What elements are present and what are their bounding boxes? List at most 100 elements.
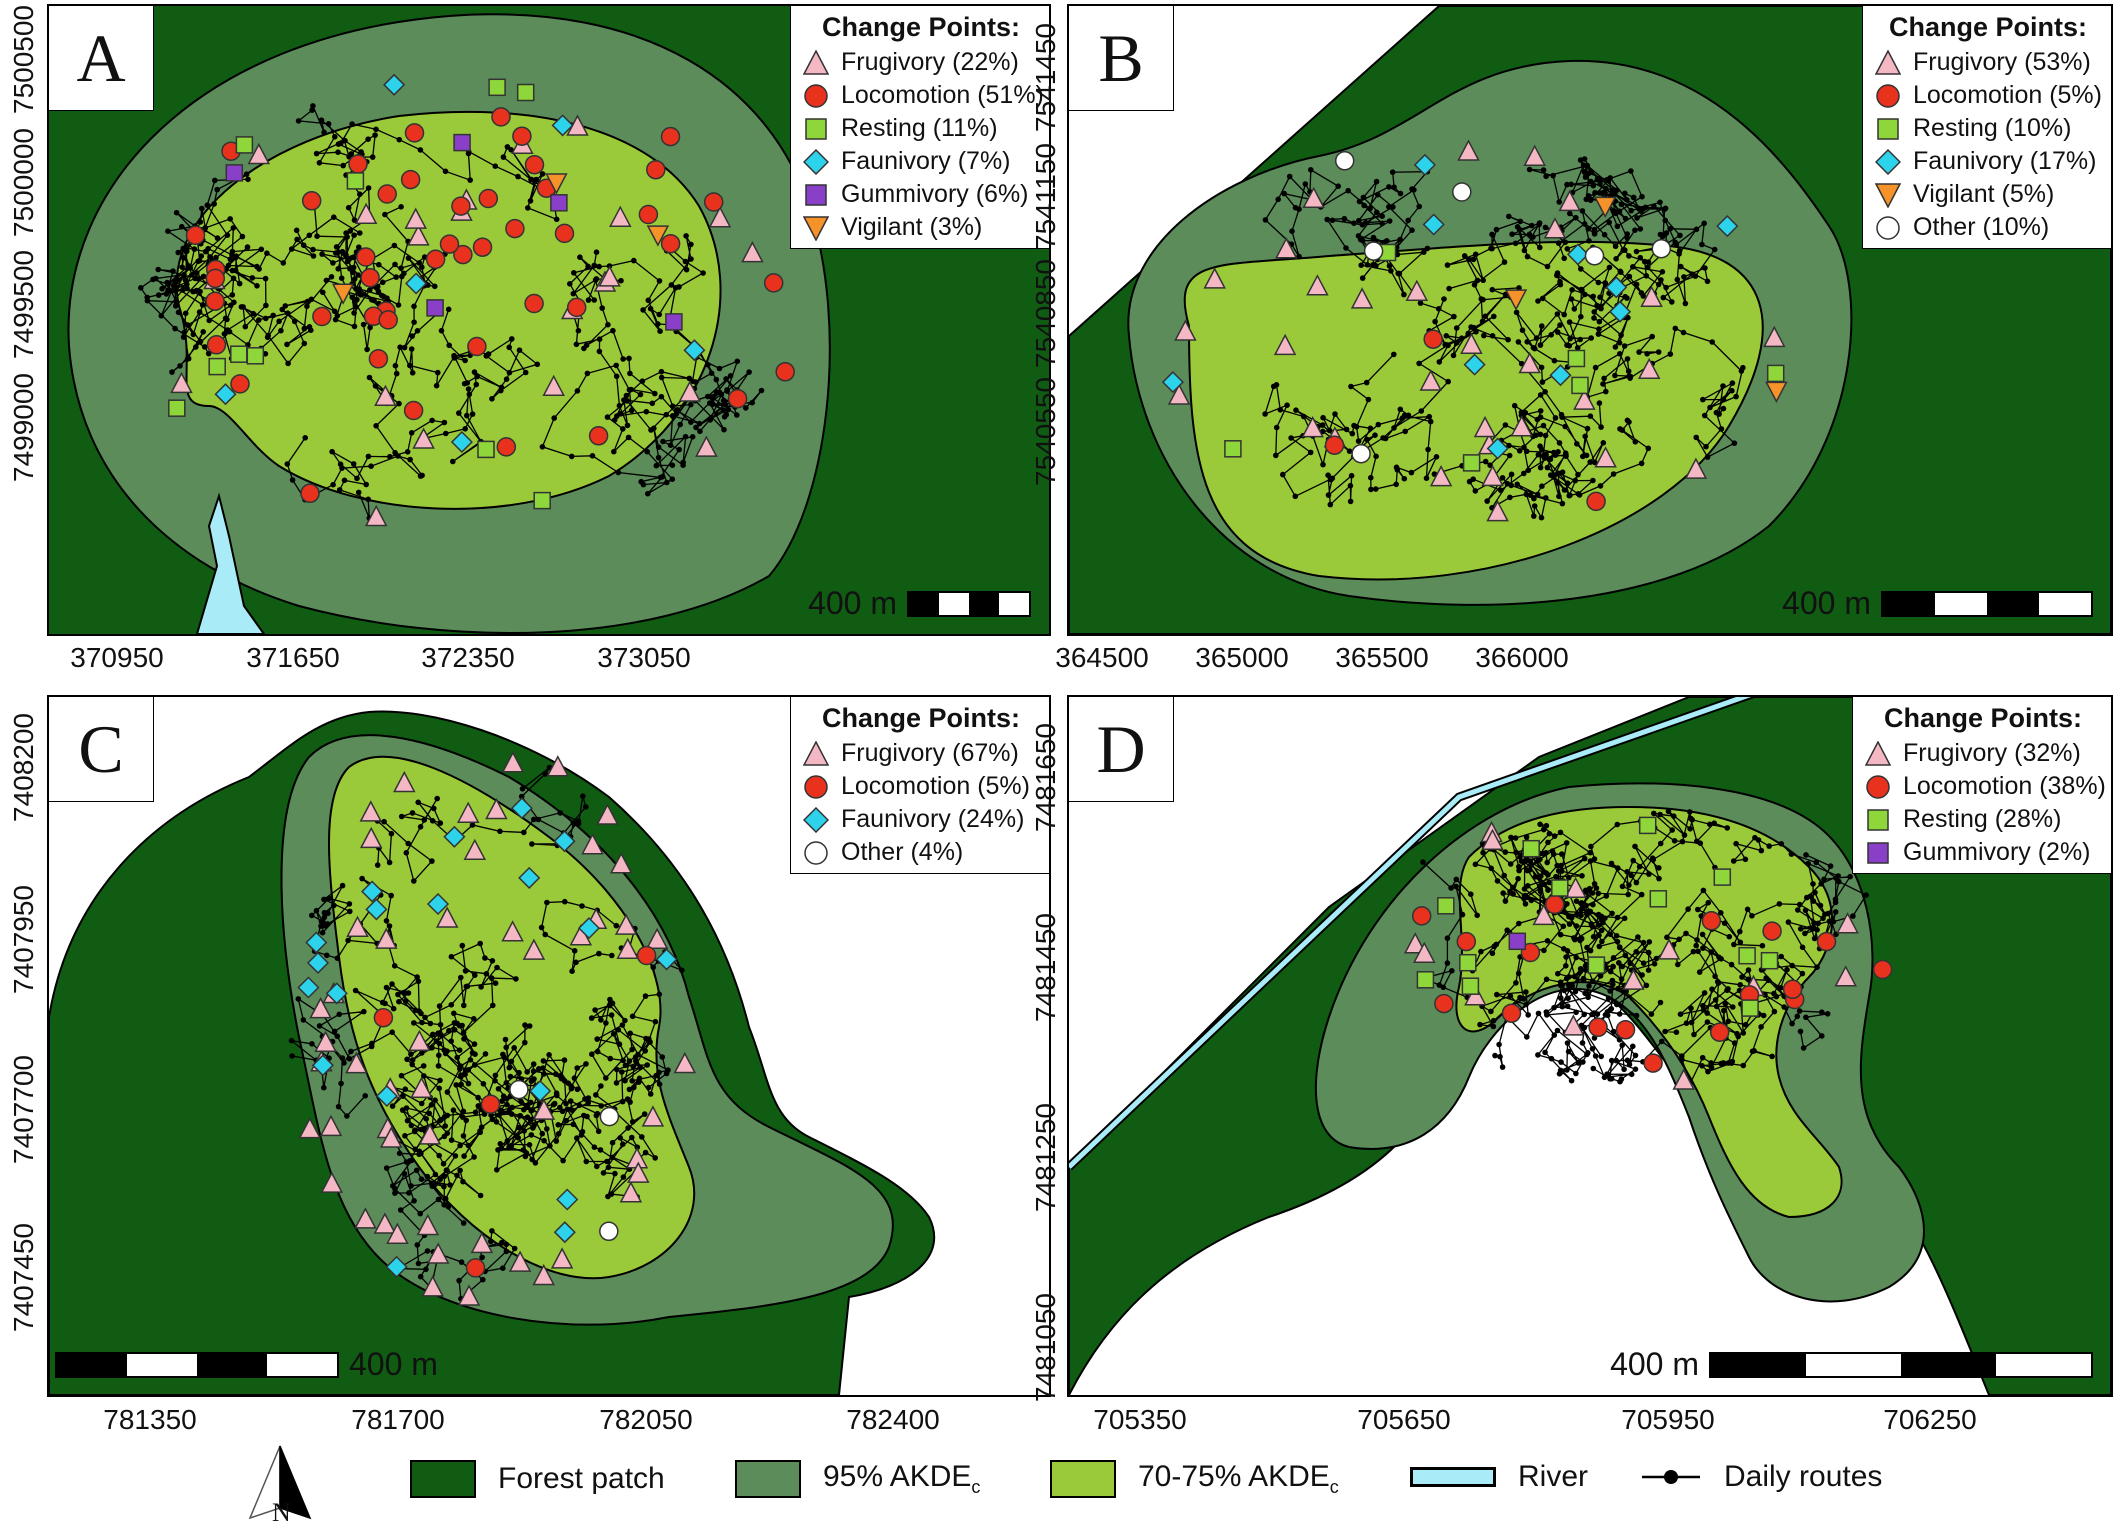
route-fix: [1555, 970, 1561, 977]
route-fix: [519, 786, 526, 792]
route-fix: [334, 313, 341, 319]
route-fix: [308, 327, 314, 334]
route-fix: [1587, 459, 1593, 465]
route-fix: [403, 850, 410, 856]
route-fix: [1490, 1023, 1497, 1030]
route-fix: [626, 387, 633, 393]
route-fix: [477, 940, 484, 947]
route-fix: [1327, 501, 1334, 508]
route-fix: [1516, 920, 1522, 927]
circle-change-point: [599, 1221, 619, 1242]
route-fix: [1416, 203, 1422, 210]
route-fix: [1807, 893, 1814, 900]
square-marker-icon: [805, 117, 827, 140]
triangle-change-point: [354, 202, 378, 225]
route-fix: [503, 1080, 510, 1086]
route-fix: [1602, 1012, 1609, 1018]
square-change-point: [208, 357, 226, 376]
route-fix: [392, 1185, 398, 1192]
route-fix: [522, 369, 529, 376]
change-points: [1161, 139, 1788, 522]
route-fix: [1308, 167, 1314, 173]
route-fix: [1693, 942, 1699, 949]
route-fix: [1516, 448, 1523, 454]
route-fix: [1391, 425, 1397, 431]
route-fix: [437, 1077, 443, 1084]
route-fix: [429, 1183, 436, 1189]
route-fix: [304, 303, 310, 310]
route-fix: [441, 1133, 448, 1140]
circle-change-point: [1544, 894, 1565, 915]
route-fix: [1579, 208, 1586, 214]
route-fix: [320, 289, 326, 296]
route-fix: [1537, 342, 1544, 348]
route-fix: [1734, 1030, 1740, 1037]
route-fix: [1546, 879, 1552, 886]
route-fix: [465, 1080, 472, 1087]
route-fix: [1705, 1068, 1711, 1075]
route-fix: [659, 1054, 666, 1060]
route-fix: [228, 302, 234, 309]
route-fix: [280, 260, 287, 266]
route-fix: [442, 168, 449, 175]
route-fix: [475, 1094, 481, 1101]
route-fix: [553, 216, 560, 223]
square-marker-icon: [1867, 808, 1889, 831]
route-fix: [604, 414, 611, 420]
route-fix: [1595, 279, 1602, 286]
triangle-marker-icon: [803, 49, 829, 75]
triangle-change-point: [627, 1161, 650, 1183]
route-fix: [245, 176, 251, 183]
legend-title: Change Points:: [821, 703, 1020, 733]
route-fix: [189, 272, 195, 278]
route-fix: [1423, 475, 1430, 482]
route-fix: [1564, 901, 1570, 907]
route-fix: [567, 281, 573, 287]
panel-letter: D: [1069, 697, 1174, 802]
circle-change-point: [205, 291, 225, 311]
route-fix: [1749, 1048, 1756, 1055]
route-fix: [473, 381, 480, 388]
circle-change-point: [185, 225, 206, 246]
triangle-change-point: [359, 800, 383, 822]
route-fix: [1566, 319, 1573, 325]
route-fix: [442, 1123, 449, 1129]
diamond-change-point: [1161, 371, 1184, 394]
route-fix: [1648, 1011, 1655, 1017]
route-fix: [544, 899, 550, 906]
route-fix: [1601, 375, 1607, 382]
route-fix: [1536, 221, 1542, 228]
route-fix: [392, 1190, 398, 1196]
x-tick-label: 371650: [246, 642, 340, 673]
route-fix: [1803, 1014, 1809, 1021]
route-fix: [451, 1027, 458, 1033]
route-fix: [1643, 273, 1650, 279]
route-fix: [536, 1066, 542, 1072]
route-fix: [466, 391, 473, 398]
route-fix: [411, 1020, 417, 1026]
route-fix: [238, 304, 245, 310]
route-fix: [1574, 911, 1581, 917]
route-fix: [1618, 332, 1624, 338]
route-fix: [1537, 443, 1543, 450]
route-fix: [1718, 426, 1725, 432]
circle-change-point: [566, 297, 587, 318]
route-fix: [360, 321, 367, 328]
route-fix: [579, 903, 585, 909]
route-fix: [464, 412, 470, 419]
invtriangle-change-point: [331, 283, 355, 305]
circle-change-point: [377, 184, 397, 204]
route-fix: [289, 1053, 295, 1059]
route-fix: [459, 942, 466, 949]
route-fix: [620, 1057, 626, 1064]
route-fix: [1572, 988, 1579, 995]
route-fix: [1539, 379, 1546, 385]
circle-change-point: [312, 306, 332, 327]
route-fix: [138, 285, 144, 291]
route-fix: [1825, 910, 1831, 917]
route-fix: [1589, 978, 1596, 984]
route-fix: [628, 407, 635, 414]
route-fix: [1329, 217, 1336, 224]
route-fix: [1513, 849, 1519, 856]
route-fix: [1700, 396, 1706, 403]
